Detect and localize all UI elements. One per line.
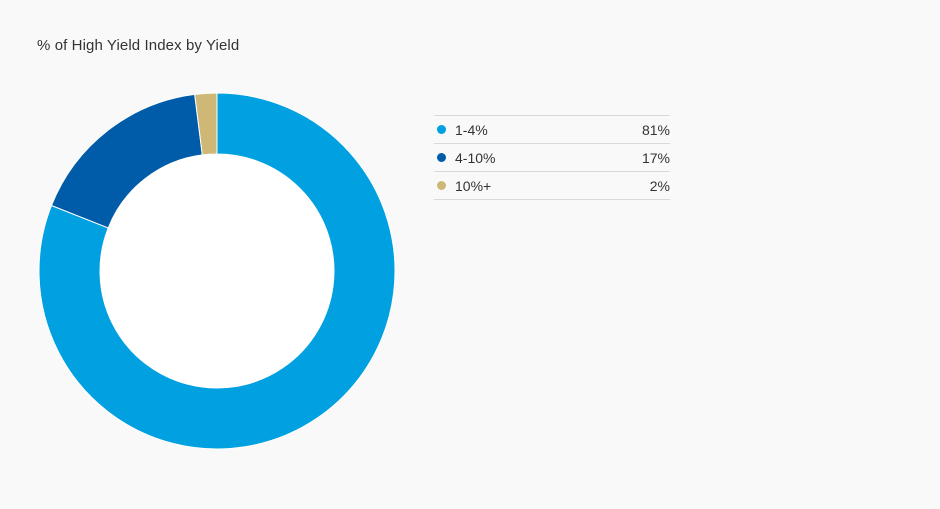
- legend-label: 4-10%: [455, 149, 496, 166]
- legend-value: 2%: [649, 177, 670, 194]
- legend-swatch: [437, 153, 446, 162]
- legend-label: 10%+: [455, 177, 492, 194]
- chart-legend: 1-4% 81% 4-10% 17% 10%+ 2%: [434, 115, 670, 200]
- legend-label: 1-4%: [455, 121, 488, 138]
- legend-item: 1-4% 81%: [434, 116, 670, 144]
- legend-swatch: [437, 125, 446, 134]
- legend-value: 81%: [641, 121, 670, 138]
- legend-item: 4-10% 17%: [434, 144, 670, 172]
- donut-chart: [38, 92, 396, 450]
- legend-value: 17%: [641, 149, 670, 166]
- legend-item: 10%+ 2%: [434, 172, 670, 200]
- legend-swatch: [437, 181, 446, 190]
- chart-title: % of High Yield Index by Yield: [37, 37, 240, 54]
- donut-hole: [100, 154, 334, 388]
